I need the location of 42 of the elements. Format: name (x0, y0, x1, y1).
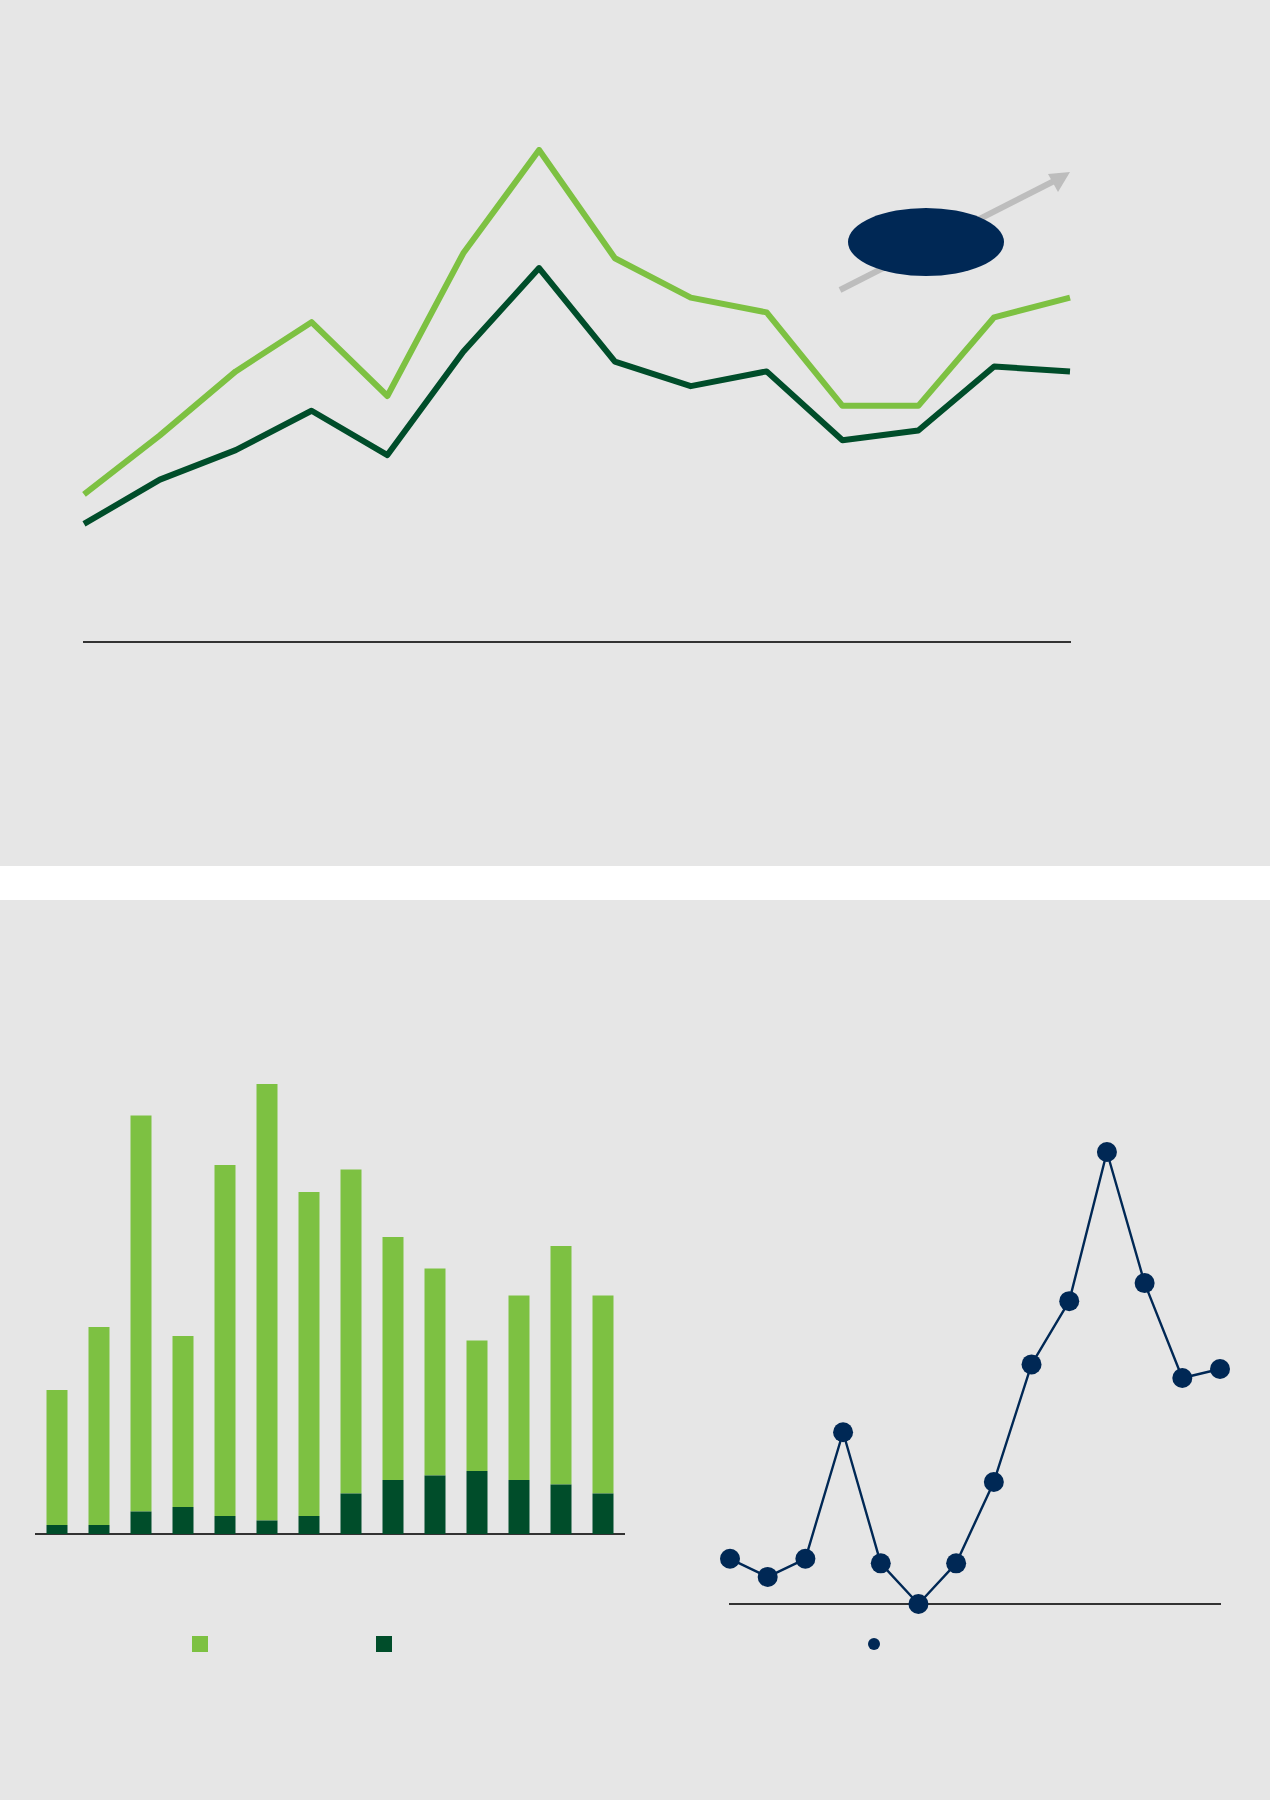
point (870, 1553, 891, 1574)
point (1210, 1358, 1230, 1379)
point (908, 1594, 929, 1614)
bar (550, 1484, 572, 1534)
bar (550, 1246, 572, 1485)
bar (214, 1516, 236, 1534)
bar (466, 1340, 488, 1471)
point (1059, 1291, 1080, 1312)
point (720, 1548, 740, 1569)
point (795, 1548, 816, 1569)
bar (172, 1336, 194, 1507)
point (833, 1422, 854, 1443)
bar (424, 1268, 446, 1476)
bar (382, 1237, 404, 1480)
bar (466, 1471, 488, 1534)
bar (592, 1295, 614, 1494)
bar (256, 1084, 278, 1521)
point (983, 1471, 1004, 1492)
bar (172, 1507, 194, 1534)
point (1021, 1354, 1042, 1375)
bar (130, 1511, 152, 1534)
bar (214, 1165, 236, 1516)
bar (340, 1493, 362, 1534)
bar (592, 1493, 614, 1534)
bar (256, 1520, 278, 1534)
point (946, 1553, 967, 1574)
bar (508, 1295, 530, 1480)
point (1134, 1273, 1155, 1294)
bar (508, 1480, 530, 1534)
bar (130, 1115, 152, 1512)
bar (88, 1327, 110, 1525)
point (1096, 1142, 1117, 1162)
bar (424, 1475, 446, 1534)
point (1172, 1368, 1193, 1388)
bar (46, 1525, 68, 1534)
bar (298, 1192, 320, 1516)
bar (88, 1525, 110, 1534)
bar (382, 1480, 404, 1534)
point (757, 1566, 778, 1587)
bar (46, 1390, 68, 1525)
bar (340, 1169, 362, 1494)
bar (298, 1516, 320, 1534)
